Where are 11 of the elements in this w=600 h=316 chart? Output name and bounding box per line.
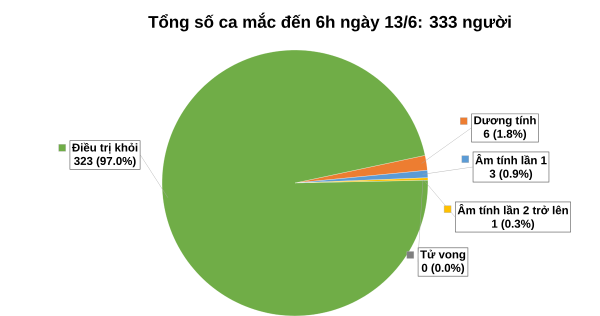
legend-label: Âm tính lần 2 trở lên xyxy=(458,204,568,214)
legend-label: Tử vong xyxy=(420,250,466,261)
legend-label: Âm tính lần 1 xyxy=(475,154,547,164)
data-label: 6 (1.8%) xyxy=(484,129,526,140)
legend-label: Điều trị khỏi xyxy=(72,142,138,154)
data-label: 1 (0.3%) xyxy=(492,219,534,230)
chart-title: Tổng số ca mắc đến 6h ngày 13/6: 333 người xyxy=(148,12,511,32)
legend-label: Dương tính xyxy=(474,116,536,127)
text: 0 (0.0%) xyxy=(422,263,464,274)
data-label: 3 (0.9%) xyxy=(490,169,532,180)
data-label: 323 (97.0%) xyxy=(74,156,136,168)
